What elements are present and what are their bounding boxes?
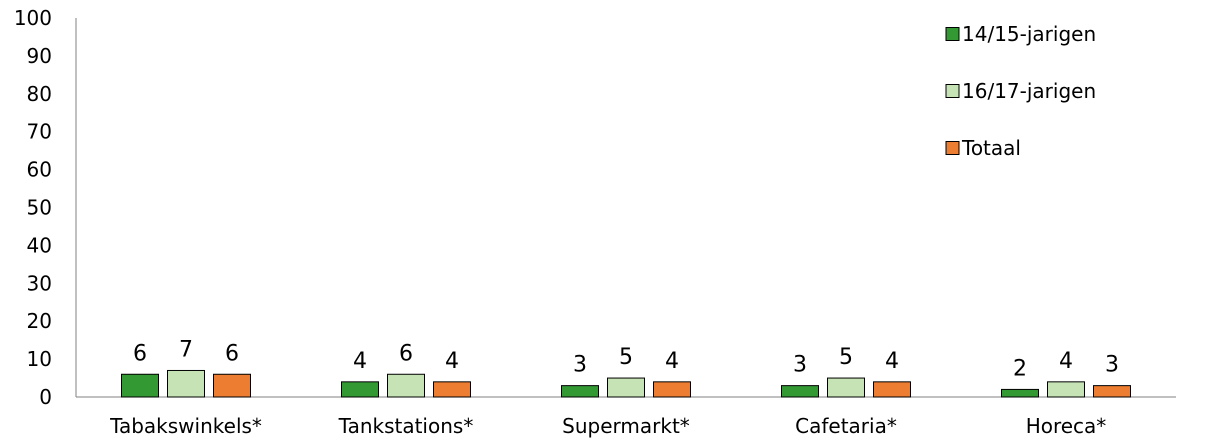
bar-group: 4 6 4 (341, 341, 471, 398)
bar (433, 381, 471, 398)
legend-swatch (945, 141, 960, 155)
y-tick-label: 0 (39, 385, 52, 409)
bar-groups: 6 7 6 4 6 4 3 5 4 3 5 4 2 4 3 (121, 337, 1131, 398)
data-label: 3 (793, 353, 807, 378)
bar-group: 3 5 4 (561, 345, 691, 398)
data-label: 4 (1059, 349, 1073, 374)
x-category-label: Tabakswinkels* (109, 414, 262, 438)
data-label: 6 (399, 341, 413, 366)
bar-group: 3 5 4 (781, 345, 911, 398)
legend-item: 16/17-jarigen (945, 79, 1096, 103)
y-tick-label: 90 (27, 44, 52, 68)
x-category-label: Horeca* (1026, 414, 1107, 438)
bar (213, 373, 251, 398)
y-tick-label: 60 (27, 158, 52, 182)
bar (1047, 381, 1085, 398)
data-label: 2 (1013, 356, 1027, 381)
x-axis: Tabakswinkels* Tankstations* Supermarkt* Ca… (76, 396, 1176, 438)
bar (1001, 388, 1039, 398)
legend: 14/15-jarigen 16/17-jarigen Totaal (945, 22, 1096, 160)
data-label: 3 (573, 353, 587, 378)
data-label: 6 (225, 341, 239, 366)
bar (387, 373, 425, 398)
y-tick-label: 70 (27, 120, 52, 144)
data-label: 4 (353, 349, 367, 374)
bar-group: 6 7 6 (121, 337, 251, 398)
y-tick-label: 100 (14, 6, 52, 30)
legend-swatch (945, 84, 960, 98)
bar (827, 377, 865, 398)
bar (121, 373, 159, 398)
y-tick-label: 30 (27, 271, 52, 295)
y-tick-label: 20 (27, 309, 52, 333)
data-label: 5 (619, 345, 633, 370)
data-label: 3 (1105, 353, 1119, 378)
bar (561, 385, 599, 398)
legend-swatch (945, 27, 960, 41)
y-tick-label: 40 (27, 233, 52, 257)
legend-item: 14/15-jarigen (945, 22, 1096, 46)
legend-label: 16/17-jarigen (962, 79, 1096, 103)
legend-label: Totaal (961, 136, 1021, 160)
y-tick-label: 80 (27, 82, 52, 106)
bar (1093, 385, 1131, 398)
bar (873, 381, 911, 398)
data-label: 6 (133, 341, 147, 366)
bar (781, 385, 819, 398)
legend-label: 14/15-jarigen (962, 22, 1096, 46)
data-label: 4 (885, 349, 899, 374)
bar (341, 381, 379, 398)
bar (167, 369, 205, 398)
data-label: 4 (445, 349, 459, 374)
data-label: 7 (179, 337, 193, 362)
data-label: 5 (839, 345, 853, 370)
x-category-label: Cafetaria* (795, 414, 897, 438)
legend-item: Totaal (945, 136, 1021, 160)
bar-group: 2 4 3 (1001, 349, 1131, 398)
bar (653, 381, 691, 398)
y-tick-label: 50 (27, 196, 52, 220)
x-category-label: Supermarkt* (562, 414, 690, 438)
y-axis: 0 10 20 30 40 50 60 70 80 90 100 (14, 6, 77, 409)
x-category-label: Tankstations* (338, 414, 474, 438)
data-label: 4 (665, 349, 679, 374)
bar (607, 377, 645, 398)
y-tick-label: 10 (27, 347, 52, 371)
